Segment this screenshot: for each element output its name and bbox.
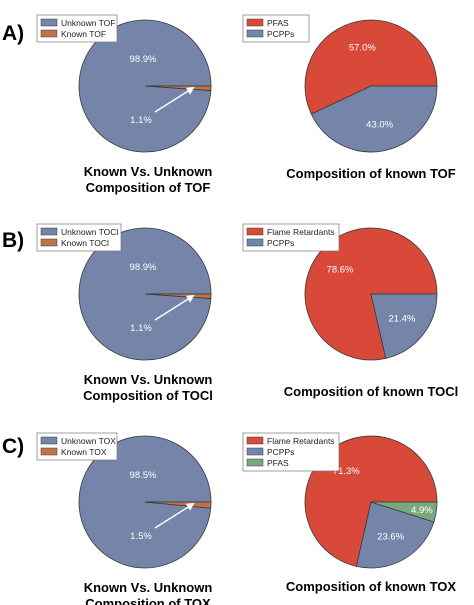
legend-label-unknown-tof: Unknown TOF [61, 18, 116, 28]
legend-label-pcpps: PCPPs [267, 447, 294, 457]
chart-caption: Composition of TOF [86, 180, 211, 195]
pct-label-known-tof: 1.1% [130, 115, 152, 126]
pie-slice-flame-retardants [304, 227, 438, 361]
legend-label-pfas: PFAS [267, 458, 289, 468]
panel-label-b: B) [2, 229, 24, 252]
pie-slice-pcpps [355, 501, 435, 569]
chart-caption: Composition of known TOX [286, 579, 457, 594]
legend-swatch-pcpps [246, 447, 264, 456]
legend-swatch-flame-retardants [246, 436, 264, 445]
panel-label-a: A) [2, 22, 24, 45]
pct-label-known-tox: 1.5% [130, 531, 152, 542]
legend-swatch-pcpps [246, 238, 264, 247]
legend-label-unknown-tocl: Unknown TOCl [61, 227, 118, 237]
legend-label-known-tox: Known TOX [61, 447, 107, 457]
legend-label-unknown-tox: Unknown TOX [61, 436, 116, 446]
legend-label-flame-retardants: Flame Retardants [267, 227, 335, 237]
chart-caption: Known Vs. Unknown [84, 580, 213, 595]
pct-label-pfas: 57.0% [349, 42, 376, 53]
legend-label-pcpps: PCPPs [267, 238, 294, 248]
chart-caption: Composition of TOX [85, 596, 211, 605]
pct-label-flame-retardants: 78.6% [327, 264, 354, 275]
pct-label-pcpps: 43.0% [366, 120, 393, 131]
chart-caption: Known Vs. Unknown [84, 164, 213, 179]
legend-label-known-tocl: Known TOCl [61, 238, 109, 248]
pct-label-unknown-tocl: 98.9% [130, 262, 157, 273]
pct-label-flame-retardants: 71.3% [333, 466, 360, 477]
pct-label-unknown-tox: 98.5% [130, 470, 157, 481]
legend-swatch-unknown-tocl [40, 227, 58, 236]
legend-swatch-pfas [246, 18, 264, 27]
legend-swatch-unknown-tox [40, 436, 58, 445]
pct-label-pfas: 4.9% [411, 505, 433, 516]
pointer-arrow [154, 294, 195, 321]
chart-caption: Composition of known TOCl [284, 384, 459, 399]
pointer-arrow [154, 502, 195, 529]
legend-label-flame-retardants: Flame Retardants [267, 436, 335, 446]
legend-swatch-flame-retardants [246, 227, 264, 236]
pie-slice-pfas [370, 501, 438, 523]
pie-slice-pcpps [310, 85, 438, 153]
legend-label-pcpps: PCPPs [267, 29, 294, 39]
pct-label-known-tocl: 1.1% [130, 323, 152, 334]
chart-caption: Composition of TOCl [83, 388, 213, 403]
legend-swatch-unknown-tof [40, 18, 58, 27]
pie-slice-pcpps [370, 293, 438, 359]
legend-swatch-known-tocl [40, 238, 58, 247]
legend-swatch-pcpps [246, 29, 264, 38]
pie-slice-pfas [304, 19, 438, 115]
pct-label-unknown-tof: 98.9% [130, 54, 157, 65]
chart-caption: Composition of known TOF [286, 166, 456, 181]
legend-swatch-known-tox [40, 447, 58, 456]
legend-swatch-pfas [246, 458, 264, 467]
panel-label-c: C) [2, 435, 24, 458]
legend-label-pfas: PFAS [267, 18, 289, 28]
pointer-arrow [154, 86, 195, 113]
legend-label-known-tof: Known TOF [61, 29, 106, 39]
chart-caption: Known Vs. Unknown [84, 372, 213, 387]
pct-label-pcpps: 23.6% [377, 531, 404, 542]
pct-label-pcpps: 21.4% [389, 314, 416, 325]
legend-swatch-known-tof [40, 29, 58, 38]
